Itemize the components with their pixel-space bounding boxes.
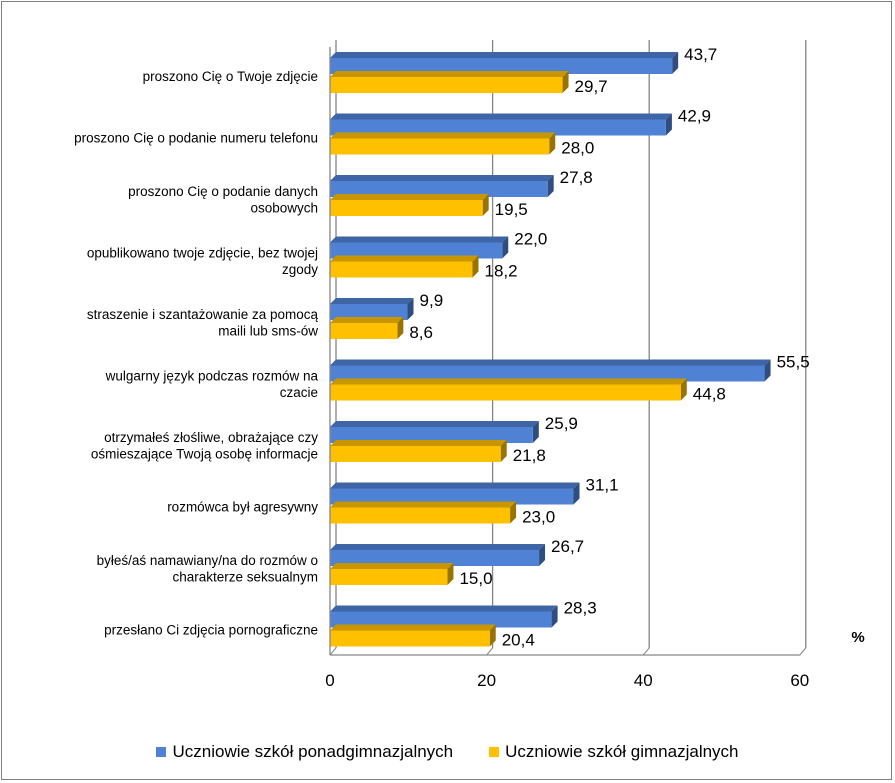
data-label: 42,9 xyxy=(678,107,711,126)
gridline-2 xyxy=(642,647,650,656)
data-label: 15,0 xyxy=(459,569,492,588)
data-label: 26,7 xyxy=(551,537,584,556)
bar-gimnazjalne xyxy=(330,71,569,93)
bar-gimnazjalne xyxy=(330,624,496,647)
data-label: 27,8 xyxy=(560,168,593,187)
data-label: 43,7 xyxy=(684,45,717,64)
axis-layer: 0 20 40 60 xyxy=(325,47,809,690)
bar-ponadgimnazjalne xyxy=(330,359,771,382)
data-label: 29,7 xyxy=(575,77,608,96)
bar-ponadgimnazjalne xyxy=(330,113,672,136)
category-label: proszono Cię o podanie danych osobowych xyxy=(128,184,318,216)
bars-layer xyxy=(330,52,771,647)
bar-gimnazjalne xyxy=(330,501,517,524)
data-label: 31,1 xyxy=(586,476,619,495)
data-label: 8,6 xyxy=(409,323,433,342)
data-label: 55,5 xyxy=(777,353,810,372)
gridline-1 xyxy=(486,647,493,656)
bar-ponadgimnazjalne xyxy=(330,175,554,197)
bar-gimnazjalne xyxy=(330,132,556,155)
bar-ponadgimnazjalne xyxy=(330,605,558,628)
x-tick-label: 20 xyxy=(477,671,496,690)
data-label: 23,0 xyxy=(522,508,555,527)
legend-swatch-series-1 xyxy=(156,747,167,757)
data-label: 19,5 xyxy=(495,200,528,219)
bar-gimnazjalne xyxy=(330,255,479,278)
bar-ponadgimnazjalne xyxy=(330,482,580,505)
legend-label-series-2: Uczniowie szkół gimnazjalnych xyxy=(505,742,739,761)
category-label: rozmówca był agresywny xyxy=(167,500,318,515)
x-tick-label: 0 xyxy=(325,671,334,690)
category-label: wulgarny język podczas rozmów na czacie xyxy=(105,368,319,400)
bar-gimnazjalne xyxy=(330,563,454,585)
legend-item-series-2: Uczniowie szkół gimnazjalnych xyxy=(489,742,739,762)
category-label: straszenie i szantażowanie za pomocą mail… xyxy=(87,307,319,339)
bar-gimnazjalne xyxy=(330,317,404,339)
category-label: przesłano Ci zdjęcia pornograficzne xyxy=(104,623,318,638)
category-label: proszono Cię o Twoje zdjęcie xyxy=(143,69,318,84)
data-label: 21,8 xyxy=(513,446,546,465)
legend-item-series-1: Uczniowie szkół ponadgimnazjalnych xyxy=(156,742,453,762)
legend-label-series-1: Uczniowie szkół ponadgimnazjalnych xyxy=(172,742,454,761)
category-label: proszono Cię o podanie numeru telefonu xyxy=(74,131,318,146)
unit-label: % xyxy=(851,629,864,646)
bar-ponadgimnazjalne xyxy=(330,544,546,566)
data-label: 20,4 xyxy=(502,631,535,650)
category-label: opublikowano twoje zdjęcie, bez twojej zg… xyxy=(87,245,318,277)
category-label: byłeś/aś namawiany/na do rozmów o charakt… xyxy=(97,553,318,585)
bar-ponadgimnazjalne xyxy=(330,52,679,74)
bar-gimnazjalne xyxy=(330,378,687,401)
bar-gimnazjalne xyxy=(330,440,507,462)
bar-ponadgimnazjalne xyxy=(330,298,414,320)
data-label: 9,9 xyxy=(420,291,444,310)
legend: Uczniowie szkół ponadgimnazjalnych Uczni… xyxy=(0,740,895,764)
legend-swatch-series-2 xyxy=(489,747,500,757)
category-label: otrzymałeś złośliwe, obrażające czy ośmie… xyxy=(91,430,318,462)
data-label: 22,0 xyxy=(514,230,547,249)
bar-gimnazjalne xyxy=(330,194,489,216)
bar-ponadgimnazjalne xyxy=(330,236,509,259)
data-label: 25,9 xyxy=(545,414,578,433)
x-tick-label: 60 xyxy=(790,671,809,690)
labels-layer: proszono Cię o Twoje zdjęcie 43,7 29,7 pros… xyxy=(74,45,810,650)
bar-ponadgimnazjalne xyxy=(330,421,539,443)
data-label: 18,2 xyxy=(485,262,518,281)
gridline-3 xyxy=(799,647,807,656)
x-tick-label: 40 xyxy=(634,671,653,690)
gridline-0 xyxy=(329,647,337,656)
data-label: 28,0 xyxy=(561,139,594,158)
data-label: 44,8 xyxy=(693,385,726,404)
data-label: 28,3 xyxy=(564,599,597,618)
